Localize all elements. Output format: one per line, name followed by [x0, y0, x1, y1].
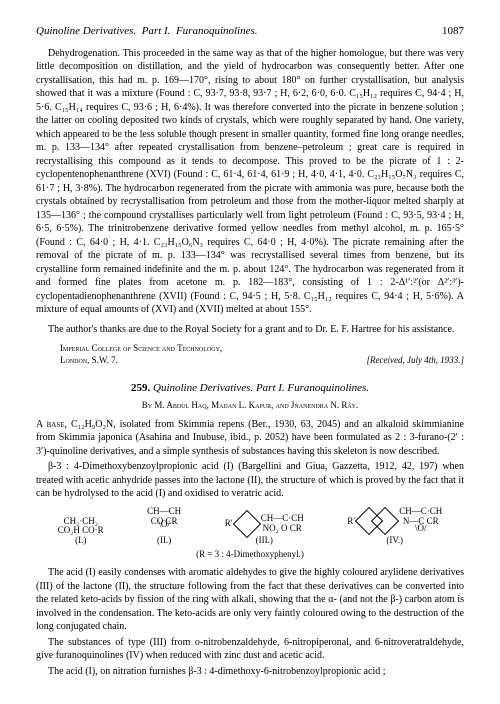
body-paragraph-base: A base, C₁₂H₉O₂N, isolated from Skimmia …	[36, 418, 464, 459]
structure-caption: (R = 3 : 4-Dimethoxyphenyl.)	[36, 548, 464, 560]
s3-left: R′	[225, 519, 233, 529]
s3-label: (III.)	[225, 536, 304, 546]
affiliation-line-2: London, S.W. 7.	[60, 354, 118, 366]
s4-left: R′	[347, 517, 355, 527]
section-title: 259. Quinoline Derivatives. Part I. Fura…	[36, 381, 464, 396]
s1-label: (I.)	[58, 536, 104, 546]
header-title: Quinoline Derivatives. Part I. Furanoqui…	[36, 24, 258, 39]
s2-o: O	[161, 519, 168, 529]
structure-2: CH―CH CO CR \O/ (II.)	[147, 507, 181, 547]
chemical-structures: CH₂·CH₂ CO₂H CO·R (I.) CH―CH CO CR \O/ (…	[36, 507, 464, 547]
structure-4: R′ CH―C·CH N―C CR \O/ (IV.)	[347, 507, 442, 547]
s2-label: (II.)	[147, 536, 181, 546]
s3-mid: NO₂ O CR	[261, 524, 304, 534]
s4-o: O	[417, 523, 424, 533]
section-number: 259.	[131, 382, 150, 394]
ring-icon	[371, 507, 399, 535]
section-heading: Quinoline Derivatives. Part I. Furanoqui…	[153, 382, 369, 394]
affiliation-block: Imperial College of Science and Technolo…	[60, 342, 464, 366]
byline: By M. Abdul Haq, Madan L. Kapur, and Jña…	[36, 399, 464, 411]
structure-3: R′ CH―C·CH NO₂ O CR (III.)	[225, 512, 304, 546]
page-number: 1087	[442, 24, 464, 39]
body-paragraph-acid: β-3 : 4-Dimethoxybenzoylpropionic acid (…	[36, 460, 464, 501]
body-paragraph-substances: The substances of type (III) from o-nitr…	[36, 636, 464, 663]
affiliation-line-1: Imperial College of Science and Technolo…	[60, 342, 464, 354]
received-date: [Received, July 4th, 1933.]	[367, 354, 464, 366]
running-header: Quinoline Derivatives. Part I. Furanoqui…	[36, 24, 464, 39]
body-paragraph-condense: The acid (I) easily condenses with aroma…	[36, 566, 464, 634]
acknowledgement: The author's thanks are due to the Royal…	[36, 323, 464, 337]
body-paragraph-dehydrogenation: Dehydrogenation. This proceeded in the s…	[36, 47, 464, 317]
ring-icon	[233, 510, 261, 538]
s4-label: (IV.)	[347, 536, 442, 546]
structure-1: CH₂·CH₂ CO₂H CO·R (I.)	[58, 517, 104, 547]
